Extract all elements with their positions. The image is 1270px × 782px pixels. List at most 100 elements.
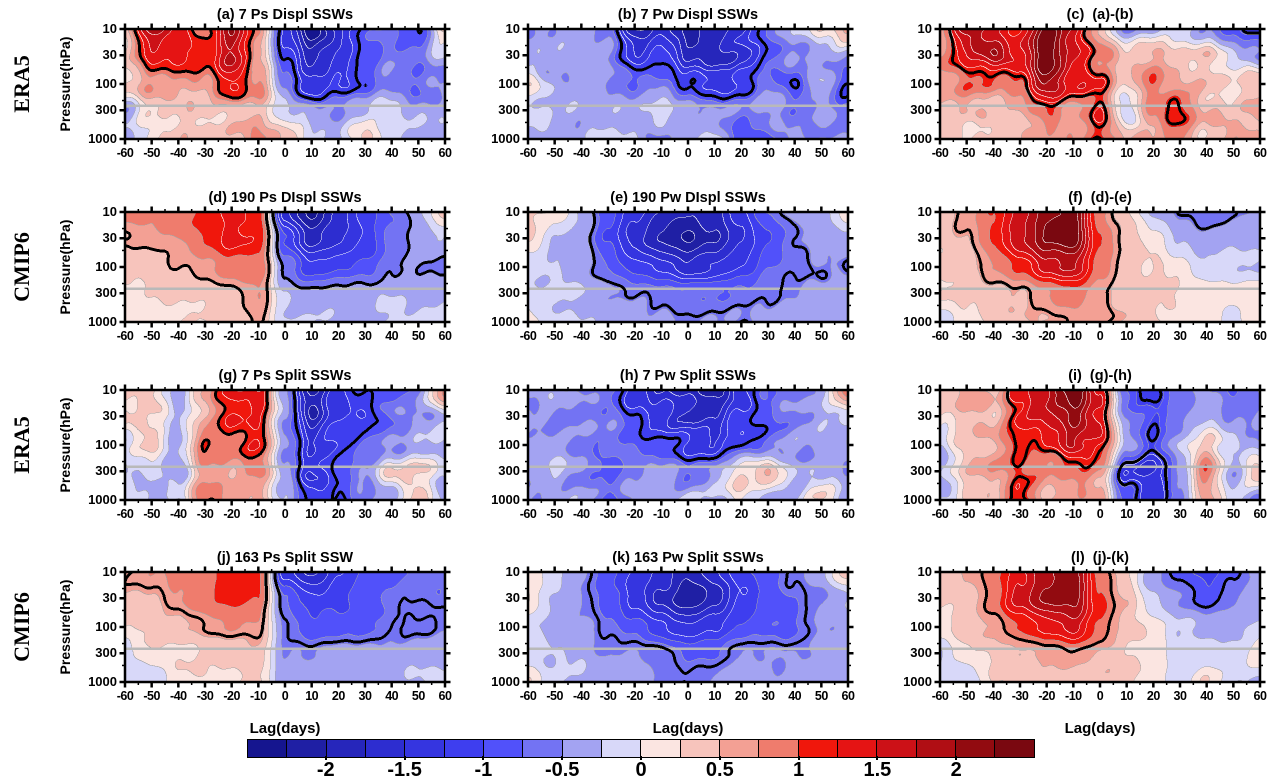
row-label-2: ERA5	[9, 416, 34, 474]
colorbar-segment-5	[443, 739, 485, 758]
panel-a-ytick-10: 10	[102, 21, 117, 36]
pressure-axis-label-3: Pressure(hPa)	[57, 579, 73, 675]
panel-g-xtick--50: -50	[143, 507, 160, 521]
panel-j-ytick-1000: 1000	[88, 674, 117, 689]
colorbar-label-0: 0	[635, 759, 647, 781]
panel-d-xtick--50: -50	[143, 329, 160, 343]
panel-e-xtick--30: -30	[599, 329, 617, 343]
panel-h-xtick-20: 20	[734, 507, 748, 521]
panel-f-xtick--60: -60	[931, 329, 949, 343]
panel-f-ytick-30: 30	[917, 230, 932, 246]
panel-d-plot	[118, 205, 452, 329]
panel-e-xtick--50: -50	[546, 329, 563, 343]
panel-b-title: (b) 7 Pw Displ SSWs	[617, 7, 759, 23]
panel-h-xtick-40: 40	[788, 507, 802, 521]
panel-k-ytick-1000: 1000	[491, 674, 520, 689]
colorbar-segment-2	[325, 739, 367, 758]
panel-g-xtick--10: -10	[250, 507, 267, 521]
panel-l-xtick--50: -50	[958, 689, 975, 703]
panel-d-ytick-100: 100	[95, 259, 117, 274]
panel-i-xtick--10: -10	[1065, 507, 1082, 521]
panel-a-xtick-10: 10	[305, 146, 319, 160]
panel-d-xtick-20: 20	[331, 329, 345, 343]
panel-b-xtick-40: 40	[788, 146, 802, 160]
panel-j-ytick-100: 100	[95, 619, 117, 634]
x-axis-label-col0: Lag(days)	[249, 720, 321, 737]
panel-k-ytick-10: 10	[505, 564, 520, 579]
panel-j-xtick--30: -30	[196, 689, 214, 703]
panel-c-xtick-60: 60	[1253, 146, 1267, 160]
colorbar-segment-4	[404, 739, 446, 758]
panel-d-ytick-1000: 1000	[88, 314, 117, 329]
panel-a-xtick--30: -30	[196, 146, 214, 160]
panel-f-xtick-10: 10	[1120, 329, 1134, 343]
panel-h-ytick-10: 10	[505, 382, 520, 397]
panel-j-xtick-0: 0	[281, 689, 289, 703]
panel-i-xtick--20: -20	[1038, 507, 1055, 521]
panel-k-xtick--40: -40	[573, 689, 590, 703]
panel-a-xtick--20: -20	[223, 146, 240, 160]
panel-c-xtick-40: 40	[1200, 146, 1214, 160]
panel-c-xtick--50: -50	[958, 146, 975, 160]
panel-l-ytick-10: 10	[917, 564, 932, 579]
panel-k-xtick-20: 20	[734, 689, 748, 703]
panel-g-xtick--30: -30	[196, 507, 214, 521]
panel-h-xtick--20: -20	[626, 507, 643, 521]
panel-a-xtick-60: 60	[438, 146, 452, 160]
panel-j-ytick-30: 30	[102, 590, 117, 606]
colorbar-segment-13	[758, 739, 800, 758]
colorbar-label-1.5: 1.5	[863, 759, 892, 781]
panel-i-xtick--30: -30	[1011, 507, 1029, 521]
panel-a-title: (a) 7 Ps Displ SSWs	[216, 7, 354, 23]
panel-d-ytick-300: 300	[95, 285, 117, 301]
panel-e-title: (e) 190 Pw DIspl SSWs	[610, 190, 766, 206]
panel-g-xtick-30: 30	[358, 507, 372, 521]
panel-f-plot	[933, 205, 1267, 329]
panel-f-xtick-50: 50	[1226, 329, 1240, 343]
panel-a-ytick-100: 100	[95, 76, 117, 91]
panel-i-plot	[933, 383, 1267, 507]
panel-f-ytick-10: 10	[917, 204, 932, 219]
colorbar-segment-8	[561, 739, 603, 758]
panel-j-xtick-30: 30	[358, 689, 372, 703]
panel-h-xtick--30: -30	[599, 507, 617, 521]
panel-c-plot	[933, 22, 1267, 146]
panel-b-xtick-0: 0	[684, 146, 692, 160]
panel-h-xtick--60: -60	[519, 507, 537, 521]
panel-f-ytick-100: 100	[910, 259, 932, 274]
panel-j-xtick--40: -40	[170, 689, 187, 703]
panel-e-ytick-1000: 1000	[491, 314, 520, 329]
row-label-3: CMIP6	[9, 592, 34, 662]
panel-i-xtick-10: 10	[1120, 507, 1134, 521]
panel-a-xtick--60: -60	[116, 146, 134, 160]
panel-d-xtick-40: 40	[385, 329, 399, 343]
panel-f-xtick-20: 20	[1146, 329, 1160, 343]
panel-l-xtick-30: 30	[1173, 689, 1187, 703]
panel-f-xtick-60: 60	[1253, 329, 1267, 343]
colorbar-tick--1.5	[403, 756, 406, 760]
panel-i-xtick--50: -50	[958, 507, 975, 521]
panel-l-xtick--10: -10	[1065, 689, 1082, 703]
panel-b-xtick--40: -40	[573, 146, 590, 160]
panel-l-title: (l) (j)-(k)	[1071, 550, 1129, 566]
panel-h-xtick-50: 50	[814, 507, 828, 521]
panel-c-xtick--30: -30	[1011, 146, 1029, 160]
colorbar-segment-7	[522, 739, 564, 758]
colorbar-segment-17	[915, 739, 957, 758]
panel-l-ytick-30: 30	[917, 590, 932, 606]
panel-i-ytick-100: 100	[910, 437, 932, 452]
panel-h-xtick-0: 0	[684, 507, 692, 521]
panel-k-xtick-0: 0	[684, 689, 692, 703]
panel-d-xtick--20: -20	[223, 329, 240, 343]
panel-j-xtick-10: 10	[305, 689, 319, 703]
panel-c-xtick-30: 30	[1173, 146, 1187, 160]
panel-b-xtick--20: -20	[626, 146, 643, 160]
panel-i-xtick-0: 0	[1096, 507, 1104, 521]
colorbar-segment-15	[836, 739, 878, 758]
colorbar-segment-18	[954, 739, 996, 758]
panel-a-xtick-30: 30	[358, 146, 372, 160]
panel-b-xtick-50: 50	[814, 146, 828, 160]
panel-f-xtick--10: -10	[1065, 329, 1082, 343]
panel-g-xtick-0: 0	[281, 507, 289, 521]
